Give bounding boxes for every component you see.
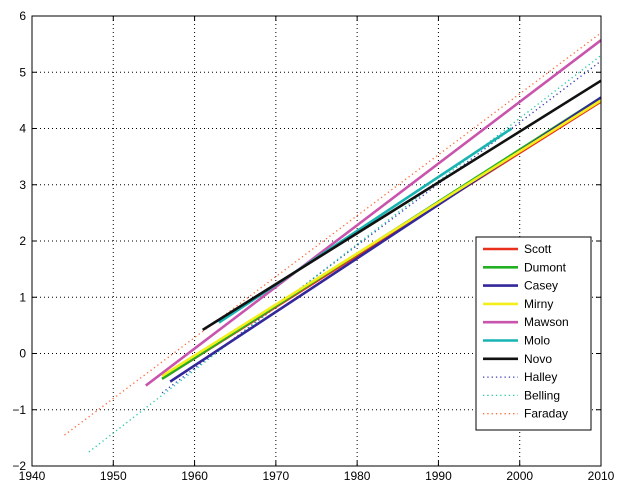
legend-label: Belling <box>524 388 560 402</box>
legend-label: Mawson <box>524 315 569 329</box>
series-line-mawson <box>145 39 602 387</box>
series-line-mirny <box>161 99 602 378</box>
x-tick-label: 1940 <box>19 469 46 483</box>
y-tick-label: −2 <box>12 459 26 473</box>
x-tick-label: 1950 <box>100 469 127 483</box>
x-tick-label: 2000 <box>506 469 533 483</box>
legend-label: Novo <box>524 352 552 366</box>
series-lines <box>64 32 602 453</box>
y-tick-label: −1 <box>12 403 26 417</box>
legend-label: Scott <box>524 242 552 256</box>
y-tick-label: 1 <box>19 290 26 304</box>
x-tick-label: 1970 <box>263 469 290 483</box>
x-tick-label: 1990 <box>425 469 452 483</box>
y-tick-label: 0 <box>19 347 26 361</box>
y-tick-label: 2 <box>19 234 26 248</box>
x-tick-label: 2010 <box>588 469 615 483</box>
legend-box <box>475 236 592 431</box>
series-line-novo <box>202 79 602 331</box>
legend-label: Mirny <box>524 297 553 311</box>
legend-label: Casey <box>524 279 558 293</box>
legend-label: Faraday <box>524 407 568 421</box>
legend-label: Halley <box>524 370 557 384</box>
grid <box>32 16 601 466</box>
legend-label: Molo <box>524 334 550 348</box>
y-tick-label: 4 <box>19 122 26 136</box>
y-tick-label: 3 <box>19 178 26 192</box>
series-line-belling <box>88 54 602 453</box>
legend-label: Dumont <box>524 260 567 274</box>
y-tick-label: 5 <box>19 65 26 79</box>
x-tick-label: 1960 <box>181 469 208 483</box>
legend: Scott Dumont Casey Mirny Mawson Molo Novo Halle… <box>475 236 592 431</box>
x-tick-label: 1980 <box>344 469 371 483</box>
y-tick-label: 6 <box>19 9 26 23</box>
axis-ticks: 1940 1950 1960 1970 1980 1990 2000 2010 −2 −1 0 1 2 3… <box>12 9 614 483</box>
